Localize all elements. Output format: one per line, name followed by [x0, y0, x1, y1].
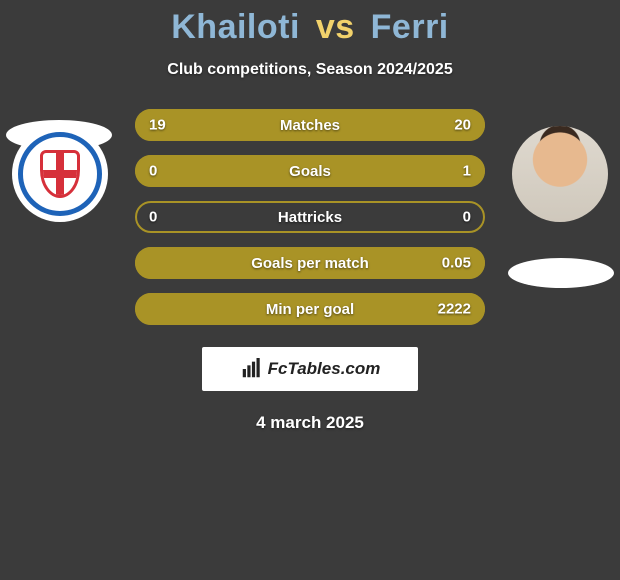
brand-badge: FcTables.com — [202, 347, 418, 391]
stat-label: Goals per match — [251, 255, 369, 272]
stat-value-right: 0.05 — [442, 255, 471, 272]
stat-row: 19 Matches 20 — [135, 109, 485, 141]
subtitle: Club competitions, Season 2024/2025 — [0, 61, 620, 79]
brand-text: FcTables.com — [268, 359, 381, 379]
player-face-icon — [512, 126, 608, 222]
player-left-name: Khailoti — [171, 8, 300, 46]
comparison-card: Khailoti vs Ferri Club competitions, Sea… — [0, 0, 620, 580]
stat-value-right: 20 — [454, 117, 471, 134]
stat-value-left: 0 — [149, 209, 157, 226]
stat-label: Min per goal — [266, 301, 354, 318]
stat-label: Matches — [280, 117, 340, 134]
player-photo-right — [512, 126, 608, 222]
page-title: Khailoti vs Ferri — [0, 0, 620, 47]
stat-value-right: 0 — [463, 209, 471, 226]
club-crest-left — [12, 126, 108, 222]
stat-value-left: 19 — [149, 117, 166, 134]
player-right-name: Ferri — [371, 8, 449, 46]
stat-label: Hattricks — [278, 209, 342, 226]
date-label: 4 march 2025 — [0, 413, 620, 433]
stat-value-right: 1 — [463, 163, 471, 180]
novara-crest-icon — [12, 126, 108, 222]
stat-row: 0 Goals 1 — [135, 155, 485, 187]
vs-separator: vs — [316, 8, 355, 46]
accent-oval-right — [508, 258, 614, 288]
bar-chart-icon — [240, 358, 262, 380]
stat-label: Goals — [289, 163, 331, 180]
stat-row: Min per goal 2222 — [135, 293, 485, 325]
stat-row: 0 Hattricks 0 — [135, 201, 485, 233]
stat-row: Goals per match 0.05 — [135, 247, 485, 279]
stat-value-left: 0 — [149, 163, 157, 180]
stat-value-right: 2222 — [438, 301, 471, 318]
stats-list: 19 Matches 20 0 Goals 1 0 Hattricks 0 Goals per m… — [135, 109, 485, 325]
